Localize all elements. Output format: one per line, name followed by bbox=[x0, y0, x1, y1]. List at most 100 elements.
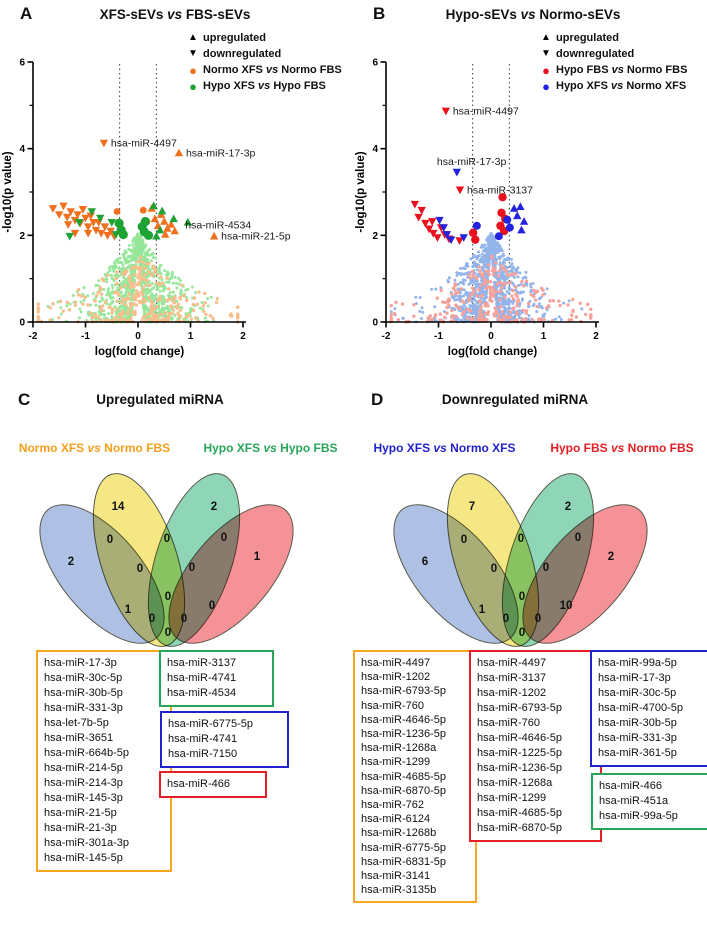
mir-list-item: hsa-let-7b-5p bbox=[44, 717, 109, 729]
legend-label: Hypo FBS vs Normo FBS bbox=[556, 64, 688, 76]
mir-list-item: hsa-miR-4685-5p bbox=[477, 807, 562, 819]
mir-list-c-orange: hsa-miR-17-3p hsa-miR-30c-5p hsa-miR-30b-5… bbox=[36, 650, 172, 872]
svg-text:2: 2 bbox=[240, 331, 246, 342]
svg-text:1: 1 bbox=[188, 331, 194, 342]
tick-labels: -2 -1 0 1 2 0 2 4 6 bbox=[19, 58, 246, 342]
mir-list-item: hsa-miR-4741 bbox=[168, 733, 238, 745]
mir-list-d-blue: hsa-miR-99a-5p hsa-miR-17-3p hsa-miR-30c-5… bbox=[590, 650, 707, 767]
volcano-plot-b: -2 -1 0 1 2 0 2 4 6 log(fold change) -log10(p valu… bbox=[355, 58, 599, 358]
circle-icon: ● bbox=[189, 78, 197, 94]
svg-text:hsa-miR-4534: hsa-miR-4534 bbox=[185, 219, 251, 231]
mir-list-item: hsa-miR-1202 bbox=[361, 671, 431, 684]
panel-d-letter: D bbox=[371, 390, 384, 409]
mir-list-item: hsa-miR-4646-5p bbox=[477, 732, 562, 744]
venn-region-count: 0 bbox=[518, 533, 524, 545]
y-axis-label: -log10(p value) bbox=[355, 151, 367, 232]
mir-list-item: hsa-miR-7150 bbox=[168, 748, 238, 760]
mir-list-item: hsa-miR-214-3p bbox=[44, 777, 123, 789]
legend-item: ▲ upregulated bbox=[539, 30, 687, 46]
mir-list-item: hsa-miR-1268a bbox=[477, 777, 553, 789]
mir-list-item: hsa-miR-6793-5p bbox=[361, 685, 446, 698]
svg-text:6: 6 bbox=[19, 58, 25, 69]
svg-text:-1: -1 bbox=[81, 331, 90, 342]
venn-region-count: 2 bbox=[565, 501, 571, 513]
legend-item: ● Hypo XFS vs Normo XFS bbox=[539, 78, 687, 94]
mir-list-item: hsa-miR-4685-5p bbox=[361, 770, 446, 783]
mir-list-item: hsa-miR-30c-5p bbox=[44, 672, 123, 684]
svg-text:hsa-miR-4497: hsa-miR-4497 bbox=[453, 105, 519, 117]
legend-item: ▲ upregulated bbox=[186, 30, 342, 46]
venn-c-set-label-green: Hypo XFS vs Hypo FBS bbox=[203, 441, 338, 455]
legend-item: ▼ downregulated bbox=[186, 46, 342, 62]
panel-a-title: XFS-sEVs vs FBS-sEVs bbox=[99, 7, 251, 22]
triangle-down-icon: ▼ bbox=[541, 48, 551, 59]
mir-list-item: hsa-miR-99a-5p bbox=[599, 810, 678, 822]
svg-text:-1: -1 bbox=[434, 331, 443, 342]
panel-a-letter: A bbox=[20, 4, 33, 23]
mir-list-c-red: hsa-miR-466 bbox=[159, 771, 267, 798]
svg-text:4: 4 bbox=[372, 144, 378, 155]
mir-list-item: hsa-miR-1268a bbox=[361, 742, 437, 755]
venn-c-set-label-orange: Normo XFS vs Normo FBS bbox=[18, 441, 171, 455]
mir-list-item: hsa-miR-760 bbox=[361, 699, 424, 712]
annotations: hsa-miR-4497 hsa-miR-17-3p hsa-miR-4534hsa… bbox=[111, 138, 291, 243]
legend-item: ● Hypo FBS vs Normo FBS bbox=[539, 62, 687, 78]
venn-region-count: 0 bbox=[189, 562, 195, 574]
mir-list-item: hsa-miR-3651 bbox=[44, 732, 114, 744]
triangle-up-icon: ▲ bbox=[188, 32, 198, 43]
axes bbox=[380, 61, 599, 328]
series-triangle-down bbox=[435, 168, 468, 245]
venn-diagram-c: 14 20 0 02 10 001 00 00 bbox=[39, 473, 294, 647]
venn-region-count: 1 bbox=[479, 604, 486, 616]
legend-label: Hypo XFS vs Hypo FBS bbox=[203, 80, 326, 92]
x-axis-label: log(fold change) bbox=[95, 346, 185, 358]
legend-item: ● Normo XFS vs Normo FBS bbox=[186, 62, 342, 78]
mir-list-item: hsa-miR-4741 bbox=[167, 672, 237, 684]
venn-region-count: 6 bbox=[422, 556, 428, 568]
venn-region-count: 0 bbox=[165, 627, 171, 639]
panel-b-title: Hypo-sEVs vs Normo-sEVs bbox=[445, 7, 621, 22]
svg-text:2: 2 bbox=[372, 231, 378, 242]
venn-d-set-label-red: Hypo FBS vs Normo FBS bbox=[550, 441, 694, 455]
legend-label: upregulated bbox=[203, 32, 266, 44]
mir-list-c-blue: hsa-miR-6775-5p hsa-miR-4741 hsa-miR-7150 bbox=[160, 711, 289, 768]
svg-text:hsa-miR-4497: hsa-miR-4497 bbox=[111, 138, 177, 150]
mir-list-item: hsa-miR-664b-5p bbox=[44, 747, 129, 759]
venn-region-count: 0 bbox=[519, 591, 525, 603]
venn-set-red bbox=[168, 504, 294, 644]
mir-list-item: hsa-miR-17-3p bbox=[44, 657, 117, 669]
svg-text:hsa-miR-17-3p: hsa-miR-17-3p bbox=[437, 156, 507, 168]
mir-list-d-green: hsa-miR-466 hsa-miR-451a hsa-miR-99a-5p bbox=[591, 773, 707, 830]
panel-a-legend: ▲ upregulated ▼ downregulated ● Normo XFS vs … bbox=[186, 30, 342, 94]
mir-list-item: hsa-miR-6775-5p bbox=[168, 718, 253, 730]
svg-text:0: 0 bbox=[19, 318, 25, 329]
threshold-lines bbox=[119, 62, 157, 322]
svg-text:-2: -2 bbox=[29, 331, 38, 342]
legend-label: downregulated bbox=[203, 48, 282, 60]
svg-text:2: 2 bbox=[593, 331, 599, 342]
circle-icon: ● bbox=[189, 62, 197, 78]
triangle-down-icon: ▼ bbox=[188, 48, 198, 59]
venn-region-count: 14 bbox=[112, 501, 125, 513]
mir-list-item: hsa-miR-4534 bbox=[167, 687, 237, 699]
mir-list-item: hsa-miR-1299 bbox=[361, 756, 431, 769]
legend-label: upregulated bbox=[556, 32, 619, 44]
mir-list-item: hsa-miR-3141 bbox=[361, 870, 431, 883]
mir-list-item: hsa-miR-214-5p bbox=[44, 762, 123, 774]
venn-region-count: 2 bbox=[608, 551, 614, 563]
venn-region-count: 0 bbox=[165, 591, 171, 603]
venn-region-count: 1 bbox=[254, 551, 261, 563]
threshold-lines bbox=[472, 62, 510, 322]
mir-list-item: hsa-miR-1236-5p bbox=[477, 762, 562, 774]
svg-text:hsa-miR-17-3p: hsa-miR-17-3p bbox=[186, 148, 256, 160]
mir-list-item: hsa-miR-331-3p bbox=[598, 732, 677, 744]
venn-region-count: 0 bbox=[164, 533, 170, 545]
series-triangle-down bbox=[410, 107, 465, 245]
mir-list-item: hsa-miR-331-3p bbox=[44, 702, 123, 714]
mir-list-item: hsa-miR-301a-3p bbox=[44, 837, 129, 849]
mir-list-item: hsa-miR-145-5p bbox=[44, 852, 123, 864]
panel-b-legend: ▲ upregulated ▼ downregulated ● Hypo FBS vs N… bbox=[539, 30, 687, 94]
mir-list-item: hsa-miR-21-5p bbox=[44, 807, 117, 819]
triangle-up-icon: ▲ bbox=[541, 32, 551, 43]
mir-list-item: hsa-miR-1225-5p bbox=[477, 747, 562, 759]
